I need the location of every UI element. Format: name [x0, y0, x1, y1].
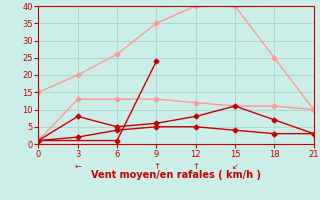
X-axis label: Vent moyen/en rafales ( km/h ): Vent moyen/en rafales ( km/h )	[91, 170, 261, 180]
Text: ↙: ↙	[231, 162, 238, 171]
Text: ↑: ↑	[153, 162, 160, 171]
Text: ←: ←	[74, 162, 81, 171]
Text: ↑: ↑	[192, 162, 199, 171]
